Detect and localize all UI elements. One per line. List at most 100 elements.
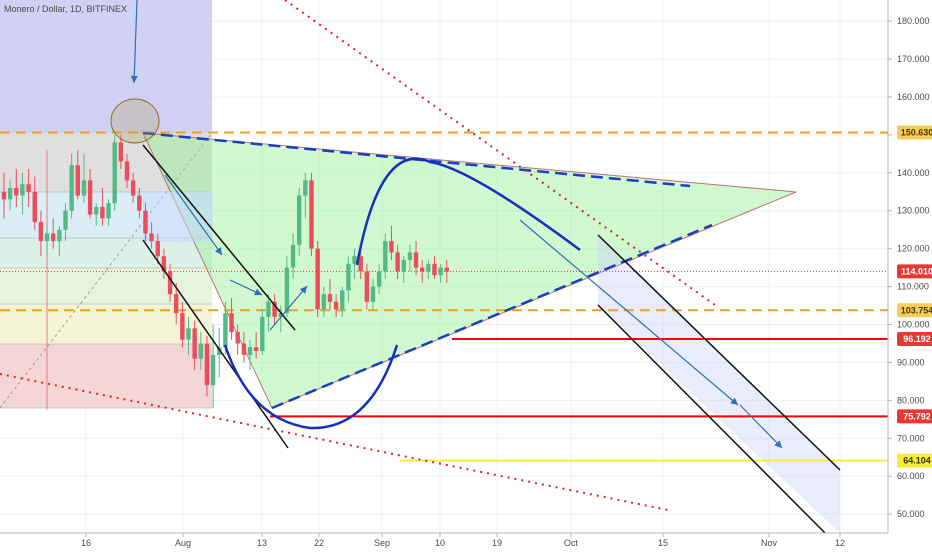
price-marker-label: 96.192 [903, 334, 931, 344]
candle-body [186, 328, 191, 340]
candle [44, 225, 50, 257]
lower-trendline [271, 223, 713, 410]
y-tick-label: 180.000 [897, 16, 930, 26]
price-marker-label: 103.754 [901, 305, 932, 315]
candle-body [32, 191, 37, 223]
candle-body [358, 256, 363, 272]
candle [149, 222, 154, 249]
candle-body [63, 210, 68, 230]
candle-body [290, 244, 296, 268]
candle [38, 210, 44, 257]
candle-body [266, 301, 271, 317]
candle [217, 328, 222, 378]
y-tick-label: 110.000 [897, 282, 929, 292]
candle-body [124, 161, 130, 181]
candle [198, 332, 203, 371]
price-marker-background [897, 125, 932, 140]
symbol-title: Monero / Dollar, 1D, BITFINEX [4, 4, 127, 14]
triangle-pattern [142, 132, 797, 409]
candle [370, 279, 376, 310]
candle-body [94, 206, 99, 215]
x-tick-label: Nov [761, 538, 778, 548]
candle [438, 263, 443, 283]
candle-body [284, 267, 290, 314]
fib-diagonal [0, 132, 213, 409]
candle-body [143, 210, 148, 234]
candle [87, 169, 93, 219]
candle [186, 316, 191, 355]
candle-body [51, 233, 56, 242]
price-marker: 75.792 [897, 409, 932, 424]
candle [266, 294, 271, 333]
candle [260, 309, 265, 355]
candle [75, 150, 80, 200]
candle [161, 248, 167, 280]
candle [51, 218, 56, 249]
candle-body [315, 248, 320, 310]
candle-body [364, 271, 370, 302]
arrow [130, 0, 138, 84]
channel-line [597, 304, 826, 534]
candle [333, 294, 339, 317]
y-tick-label: 60.000 [897, 471, 925, 481]
candle-body [389, 241, 394, 253]
candle [81, 153, 87, 204]
candle [20, 172, 25, 215]
candle-body [241, 343, 247, 355]
x-tick-label: 13 [257, 538, 267, 548]
price-marker: 103.754 [897, 303, 932, 318]
candle-body [1, 191, 7, 200]
x-tick-label: 15 [658, 538, 668, 548]
x-tick-label: 22 [314, 538, 324, 548]
candle [401, 256, 406, 283]
channel-line [597, 234, 841, 471]
candle [100, 187, 105, 226]
x-tick-label: Sep [374, 538, 390, 548]
price-marker-label: 64.104 [903, 456, 931, 466]
red-dotted-line-lower [0, 373, 669, 511]
candle [180, 301, 185, 348]
candle-body [14, 187, 19, 196]
overlay-drawings [0, 0, 841, 534]
candle-body [370, 286, 376, 302]
candle-body [149, 233, 154, 242]
price-marker-background [897, 264, 932, 279]
candle-body [444, 267, 449, 272]
price-marker: 64.104 [897, 453, 932, 468]
candle [124, 153, 130, 188]
candle-body [401, 260, 406, 272]
candle-body [407, 252, 413, 261]
candle-body [383, 241, 388, 272]
candle [315, 241, 320, 317]
candle-body [346, 263, 351, 291]
time-axis-background [0, 533, 888, 550]
x-tick-label: Oct [564, 538, 579, 548]
arc-top [355, 157, 581, 266]
candle-body [112, 142, 117, 204]
candle [420, 260, 425, 283]
fib-band [0, 268, 212, 304]
candle-body [204, 343, 210, 386]
candle-body [167, 271, 173, 295]
candle-body [235, 332, 240, 344]
arrow [269, 285, 308, 331]
channel-line [142, 144, 296, 331]
candle-body [426, 263, 431, 272]
candle-body [340, 290, 345, 310]
candle-body [210, 354, 216, 386]
candle [167, 263, 173, 302]
candle-body [327, 294, 333, 302]
price-marker-label: 75.792 [903, 411, 931, 421]
candle-body [413, 252, 419, 268]
candle [192, 320, 197, 371]
candle-body [106, 203, 111, 219]
candle-body [198, 343, 203, 359]
candle-body [253, 347, 259, 352]
candle [321, 286, 326, 317]
candle-body [118, 142, 124, 162]
candle-body [7, 187, 13, 200]
fib-zone-top [0, 0, 212, 133]
candle [327, 279, 333, 310]
